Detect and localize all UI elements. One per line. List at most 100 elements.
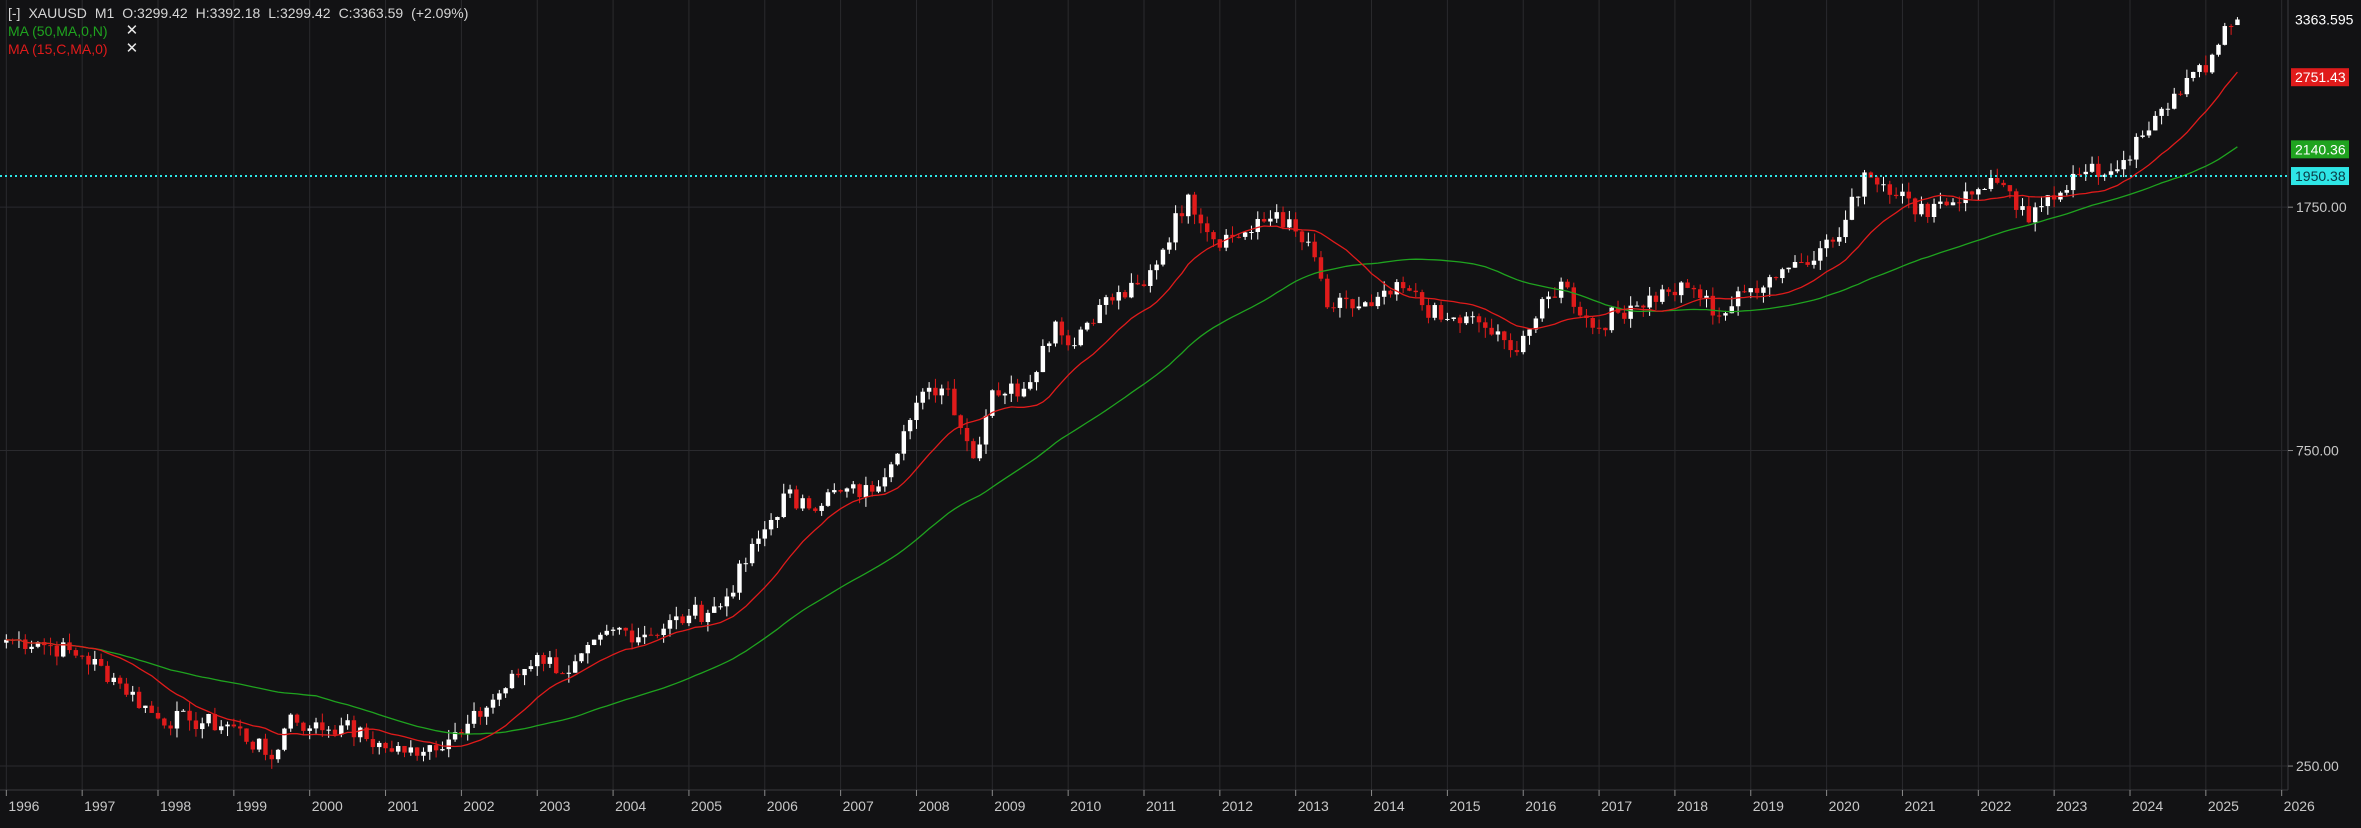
candle-body (1514, 350, 1520, 353)
candle-body (730, 592, 736, 597)
candle-body (1495, 331, 1501, 335)
candle-body (617, 627, 622, 630)
candle-body (193, 720, 199, 730)
candle-body (1995, 178, 2000, 183)
indicator-ma50-label[interactable]: MA (50,MA,0,N) (8, 23, 108, 39)
candle-body (737, 563, 742, 593)
candle-body (648, 634, 654, 636)
candle-body (490, 699, 496, 708)
candle-body (907, 420, 913, 432)
candle-body (1312, 241, 1317, 258)
candle-body (1413, 290, 1418, 293)
candle-body (1148, 270, 1153, 286)
candle-body (1394, 282, 1400, 295)
x-tick-label: 2009 (994, 798, 1025, 814)
candle-body (1653, 295, 1659, 302)
collapse-toggle[interactable]: [-] (8, 5, 21, 21)
candle-body (4, 639, 9, 643)
candle-body (1350, 299, 1355, 309)
x-tick-label: 1999 (236, 798, 267, 814)
x-tick-label: 2000 (312, 798, 343, 814)
candle-body (86, 655, 91, 665)
x-tick-label: 2020 (1829, 798, 1860, 814)
indicator-ma15-label[interactable]: MA (15,C,MA,0) (8, 41, 108, 57)
candle-body (535, 655, 540, 667)
candle-body (1521, 335, 1526, 353)
candle-body (1502, 331, 1507, 341)
candle-body (2064, 190, 2069, 193)
candle-body (1748, 288, 1753, 293)
candle-body (964, 427, 970, 442)
ma15-price-tag: 2751.43 (2291, 68, 2349, 87)
candle-body (1723, 313, 1728, 316)
candle-body (516, 673, 521, 676)
x-tick-label: 2021 (1904, 798, 1935, 814)
candle-body (1059, 321, 1065, 336)
candle-body (1451, 317, 1456, 319)
ma15-line (6, 71, 2238, 748)
candle-body (1154, 264, 1159, 271)
x-tick-label: 2018 (1677, 798, 1708, 814)
candle-body (48, 645, 53, 647)
candle-body (711, 606, 717, 613)
candle-body (1223, 234, 1229, 248)
candle-body (2165, 108, 2171, 110)
candle-body (749, 543, 755, 564)
x-tick-label: 2017 (1601, 798, 1632, 814)
candle-body (377, 742, 382, 748)
candle-body (560, 673, 565, 675)
candle-body (1103, 297, 1109, 305)
candle-body (1129, 282, 1134, 298)
candle-body (629, 630, 635, 643)
candle-body (888, 464, 894, 478)
candle-body (882, 477, 888, 487)
indicator-ma15: MA (15,C,MA,0) ✕ (8, 40, 468, 58)
candle-body (1628, 305, 1633, 319)
candle-body (187, 710, 192, 721)
candle-body (414, 747, 420, 756)
candle-body (1969, 191, 1975, 195)
candle-body (1716, 315, 1722, 317)
candle-body (383, 742, 388, 749)
close-icon[interactable]: ✕ (125, 40, 139, 57)
candle-body (282, 728, 287, 750)
open-value: O:3299.42 (122, 5, 188, 21)
x-tick-label: 2013 (1298, 798, 1329, 814)
candle-body (1957, 202, 1962, 204)
candle-body (1799, 262, 1804, 264)
candle-body (2102, 174, 2107, 177)
candle-body (509, 673, 515, 689)
candle-body (870, 485, 875, 492)
candle-body (901, 431, 907, 454)
candle-body (2235, 19, 2240, 26)
candle-body (1729, 306, 1735, 314)
candle-body (465, 723, 470, 734)
candle-body (1780, 269, 1785, 279)
candle-body (926, 387, 932, 392)
candle-body (1344, 297, 1349, 300)
candle-body (2020, 206, 2025, 210)
candle-body (655, 634, 660, 636)
candle-body (332, 729, 338, 735)
candle-body (1805, 262, 1810, 265)
candle-body (1306, 241, 1311, 243)
candle-body (1173, 213, 1178, 243)
candle-body (23, 639, 28, 649)
candle-body (1925, 203, 1930, 218)
x-tick-label: 2022 (1980, 798, 2011, 814)
x-tick-label: 2019 (1753, 798, 1784, 814)
candle-body (1445, 318, 1450, 320)
close-icon[interactable]: ✕ (125, 22, 139, 39)
candle-body (813, 508, 818, 511)
candle-body (1369, 302, 1374, 307)
candle-body (1034, 372, 1039, 383)
candle-body (990, 390, 995, 416)
x-tick-label: 2014 (1374, 798, 1405, 814)
candle-body (111, 677, 116, 682)
candle-body (1887, 184, 1893, 195)
candle-body (2127, 159, 2133, 161)
candle-body (598, 634, 603, 640)
candle-body (2197, 65, 2202, 72)
candle-body (1400, 282, 1406, 289)
